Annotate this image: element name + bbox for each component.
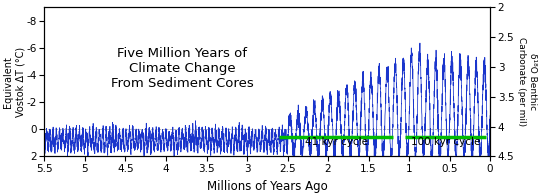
- X-axis label: Millions of Years Ago: Millions of Years Ago: [207, 180, 328, 192]
- Text: 100 kyr cycle: 100 kyr cycle: [411, 137, 480, 147]
- Y-axis label: δ¹⁸O Benthic
Carbonate (per mil): δ¹⁸O Benthic Carbonate (per mil): [517, 37, 537, 126]
- Text: Five Million Years of
Climate Change
From Sediment Cores: Five Million Years of Climate Change Fro…: [111, 47, 254, 90]
- Text: 41 kyr cycle: 41 kyr cycle: [305, 137, 368, 147]
- Y-axis label: Equivalent
Vostok ΔT (°C): Equivalent Vostok ΔT (°C): [3, 47, 25, 117]
